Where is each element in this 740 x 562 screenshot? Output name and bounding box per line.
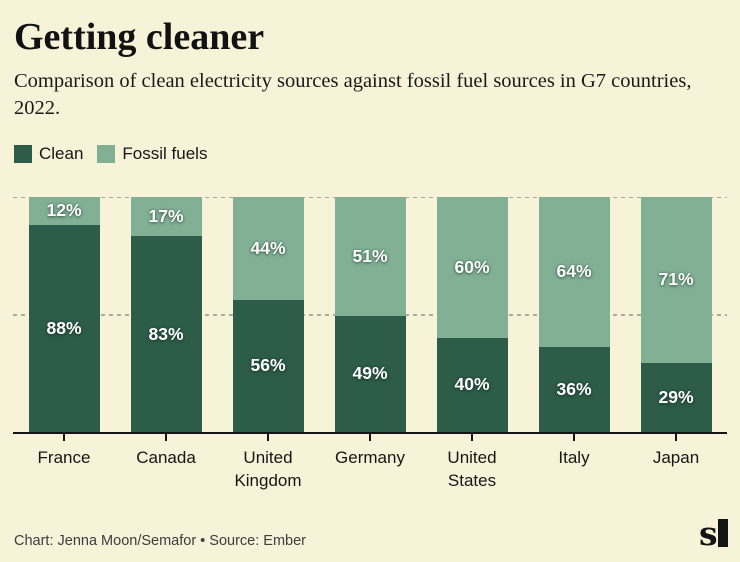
bar-value-label: 40% <box>454 374 490 395</box>
bar-value-label: 36% <box>556 378 592 399</box>
legend-item-fossil: Fossil fuels <box>97 144 207 164</box>
bar-value-label: 88% <box>46 317 82 338</box>
footer: Chart: Jenna Moon/Semafor • Source: Embe… <box>14 517 730 549</box>
bar-value-label: 71% <box>658 269 694 290</box>
semafor-logo-icon: s <box>700 517 728 549</box>
stacked-bar: 12% 88% <box>28 196 100 432</box>
bar-column: 17% 83% <box>115 196 217 441</box>
fossil-segment: 17% <box>130 196 202 237</box>
bar-value-label: 29% <box>658 386 694 407</box>
bar-value-label: 51% <box>352 245 388 266</box>
axis-tick <box>63 433 65 441</box>
bar-value-label: 56% <box>250 355 286 376</box>
x-axis-label: Japan <box>652 447 700 467</box>
bar-column: 71% 29% <box>625 196 727 441</box>
plot-area: 12% 88% 17% 83% 44% 56% 51% 49% 60% 40% 64% 36% 71% 2… <box>13 196 727 441</box>
axis-tick <box>369 433 371 441</box>
bar-value-label: 44% <box>250 237 286 258</box>
credit-text: Chart: Jenna Moon/Semafor • Source: Embe… <box>14 533 306 549</box>
chart-title: Getting cleaner <box>14 16 265 58</box>
clean-segment: 40% <box>436 337 508 432</box>
legend-label-fossil: Fossil fuels <box>122 143 208 163</box>
fossil-segment: 60% <box>436 196 508 338</box>
bar-value-label: 64% <box>556 261 592 282</box>
legend: Clean Fossil fuels <box>14 144 740 164</box>
bar-value-label: 49% <box>352 363 388 384</box>
bar-column: 64% 36% <box>523 196 625 441</box>
stacked-bar: 64% 36% <box>538 196 610 432</box>
clean-segment: 56% <box>232 299 304 432</box>
stacked-bar: 60% 40% <box>436 196 508 432</box>
legend-label-clean: Clean <box>39 143 84 163</box>
x-axis-label: Italy <box>558 447 590 467</box>
axis-tick <box>675 433 677 441</box>
clean-segment: 36% <box>538 346 610 432</box>
x-axis-label: United Kingdom <box>234 447 302 490</box>
chart-subtitle: Comparison of clean electricity sources … <box>14 69 692 119</box>
stacked-bar: 51% 49% <box>334 196 406 432</box>
bar-column: 44% 56% <box>217 196 319 441</box>
fossil-segment: 64% <box>538 196 610 347</box>
legend-item-clean: Clean <box>14 144 83 164</box>
fossil-segment: 44% <box>232 196 304 300</box>
axis-tick <box>165 433 167 441</box>
stacked-bar: 17% 83% <box>130 196 202 432</box>
stacked-bar: 44% 56% <box>232 196 304 432</box>
clean-segment: 83% <box>130 236 202 432</box>
bar-value-label: 60% <box>454 256 490 277</box>
clean-segment: 88% <box>28 224 100 432</box>
x-axis-label: United States <box>447 447 497 490</box>
svg-text:s: s <box>700 517 718 549</box>
fossil-segment: 71% <box>640 196 712 364</box>
fossil-segment: 12% <box>28 196 100 225</box>
bar-column: 12% 88% <box>13 196 115 441</box>
x-axis-label: France <box>37 447 91 467</box>
bar-column: 51% 49% <box>319 196 421 441</box>
stacked-bar: 71% 29% <box>640 196 712 432</box>
axis-tick <box>573 433 575 441</box>
axis-tick <box>471 433 473 441</box>
fossil-segment: 51% <box>334 196 406 317</box>
bar-value-label: 83% <box>148 323 184 344</box>
x-axis-line <box>13 431 727 434</box>
clean-segment: 49% <box>334 316 406 432</box>
x-axis-label: Germany <box>335 447 405 467</box>
x-axis-label: Canada <box>136 447 196 467</box>
clean-segment: 29% <box>640 363 712 432</box>
bar-value-label: 12% <box>46 200 82 221</box>
axis-tick <box>267 433 269 441</box>
legend-swatch-clean <box>14 144 32 163</box>
bar-column: 60% 40% <box>421 196 523 441</box>
bar-value-label: 17% <box>148 206 184 227</box>
x-axis-labels: France Canada United Kingdom Germany United … <box>13 446 727 492</box>
legend-swatch-fossil <box>97 144 116 163</box>
bars-row: 12% 88% 17% 83% 44% 56% 51% 49% 60% 40% 64% 36% 71% 2… <box>13 196 727 441</box>
chart-header: Getting cleaner Comparison of clean elec… <box>0 0 740 122</box>
